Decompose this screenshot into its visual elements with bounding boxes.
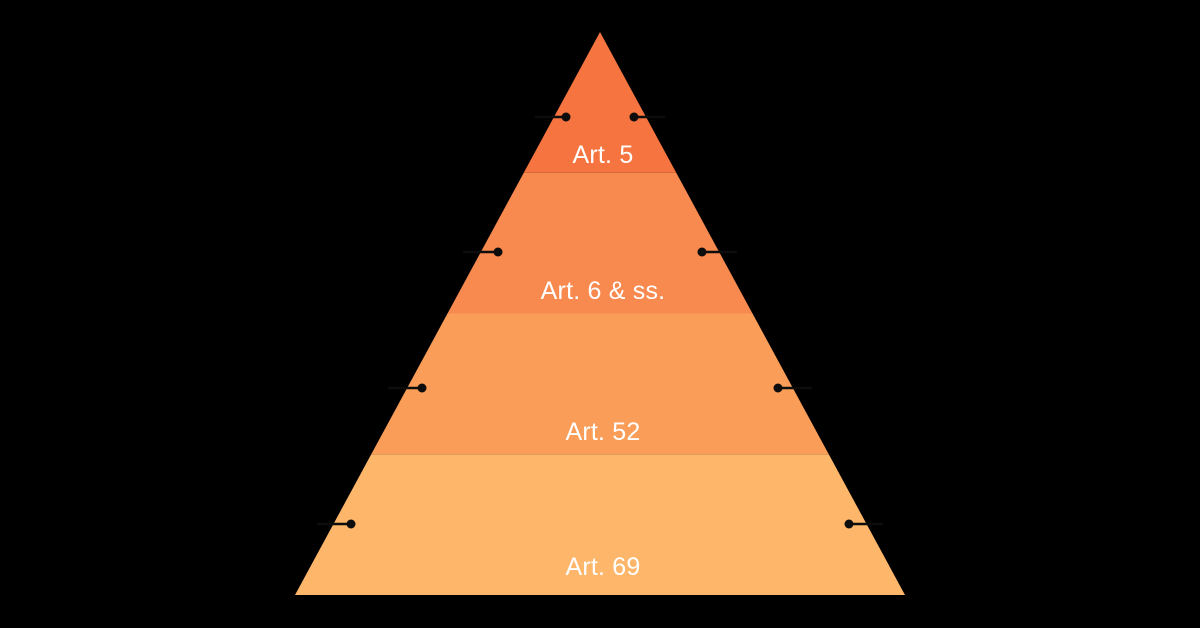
callout-level-1 xyxy=(534,112,666,122)
callout-dot-icon xyxy=(629,112,639,122)
level-1-label: Art. 5 xyxy=(573,141,634,169)
pyramid-level-4-shape xyxy=(295,454,905,595)
pyramid-level-3-shape xyxy=(371,313,829,455)
callout-dot-icon xyxy=(346,519,356,529)
callout-dot-icon xyxy=(697,247,707,257)
level-2-label: Art. 6 & ss. xyxy=(541,277,666,305)
callout-dot-icon xyxy=(561,112,571,122)
callout-dot-icon xyxy=(773,383,783,393)
level-4-label: Art. 69 xyxy=(565,553,640,581)
callout-level-3 xyxy=(387,383,813,393)
pyramid-level-2-shape xyxy=(447,172,753,314)
level-3-label: Art. 52 xyxy=(565,418,640,446)
pyramid-level-1-shape xyxy=(523,32,677,173)
callout-level-4 xyxy=(316,519,884,529)
callout-dot-icon xyxy=(417,383,427,393)
callout-level-2 xyxy=(462,247,738,257)
callout-dot-icon xyxy=(844,519,854,529)
callout-dot-icon xyxy=(493,247,503,257)
